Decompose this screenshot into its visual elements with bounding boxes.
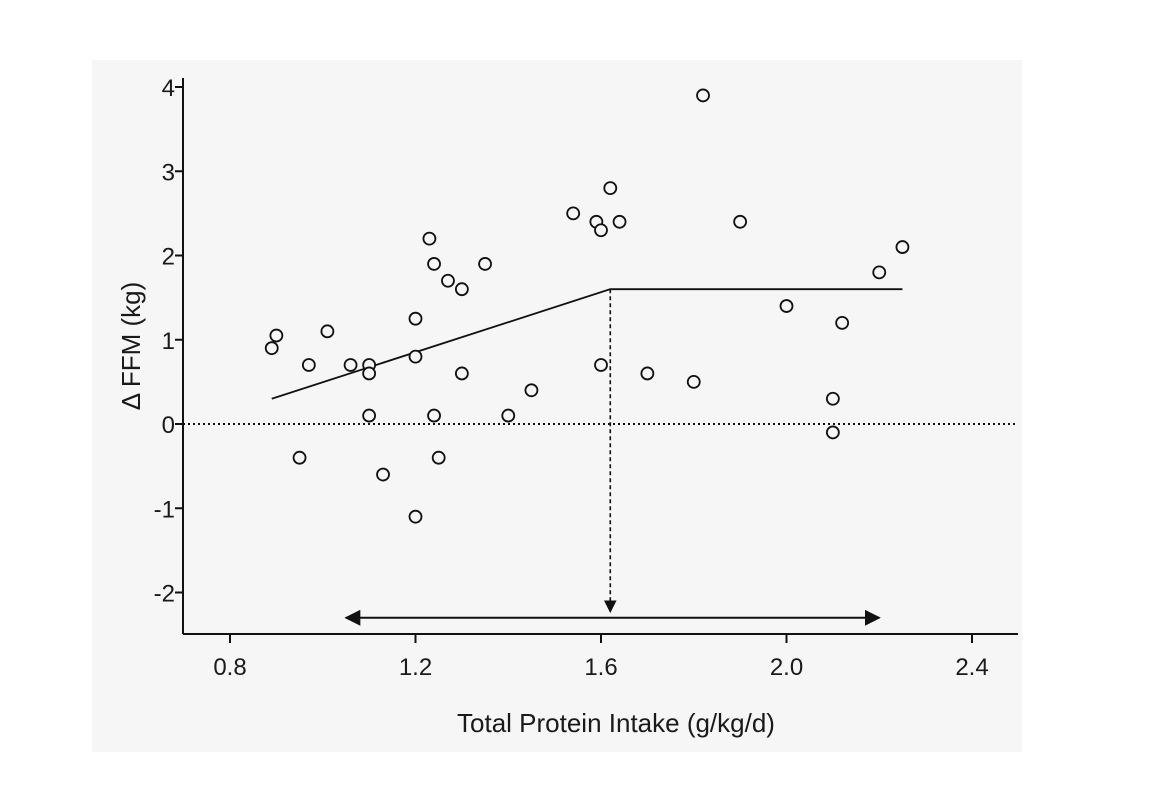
data-point [427,408,441,423]
data-point [825,425,840,440]
fit-line [271,288,903,400]
y-ticks: -2 -1 0 1 2 3 4 [154,75,183,608]
data-point [835,315,850,330]
data-point [603,181,618,196]
breakpoint-fit [271,288,903,400]
data-point [269,328,284,343]
x-axis-title: Total Protein Intake (g/kg/d) [457,708,775,738]
data-point [427,257,441,271]
data-point [431,450,446,465]
data-point [895,240,910,254]
data-point [301,358,316,372]
data-point [478,257,492,271]
y-tick-label: 4 [162,75,175,102]
x-tick-label: 1.6 [584,654,617,681]
y-tick-label: -2 [154,581,175,608]
y-axis-title: Δ FFM (kg) [116,282,146,411]
data-point [825,391,840,406]
data-point [733,214,748,229]
y-tick-label: 3 [162,159,175,186]
data-point [640,366,655,381]
data-point [292,450,307,465]
y-tick-label: 2 [162,244,175,271]
data-point [320,324,335,339]
scatter-chart: 0.8 1.2 1.6 2.0 2.4 -2 -1 0 1 2 3 4 Total Protein … [116,75,1018,738]
data-point [376,467,390,482]
chart-panel: 0.8 1.2 1.6 2.0 2.4 -2 -1 0 1 2 3 4 Total Protein … [92,60,1022,752]
reference-lines [183,289,1018,626]
data-point [408,311,423,326]
data-point [686,374,701,389]
data-point [362,408,377,423]
data-point [362,366,377,381]
data-point [422,231,437,246]
data-point [441,273,455,288]
data-point [566,206,581,221]
x-tick-label: 1.2 [399,654,432,681]
data-point [408,509,423,524]
data-point [594,223,608,238]
data-point [264,341,279,356]
data-point [454,366,469,381]
data-points [264,88,910,524]
y-tick-label: 0 [162,412,175,439]
data-point [612,214,627,229]
data-point [594,358,608,372]
x-ticks: 0.8 1.2 1.6 2.0 2.4 [213,634,989,681]
axes [182,78,1018,635]
y-tick-label: -1 [154,496,175,523]
data-point [872,265,887,280]
y-tick-label: 1 [162,328,175,355]
data-point [408,349,423,364]
data-point [779,299,794,313]
x-tick-label: 2.0 [770,654,803,681]
x-tick-label: 2.4 [955,654,988,681]
x-tick-label: 0.8 [213,654,246,681]
data-point [501,408,516,423]
data-point [696,88,710,103]
data-point [454,282,469,297]
data-point [343,358,358,372]
data-point [524,383,539,398]
